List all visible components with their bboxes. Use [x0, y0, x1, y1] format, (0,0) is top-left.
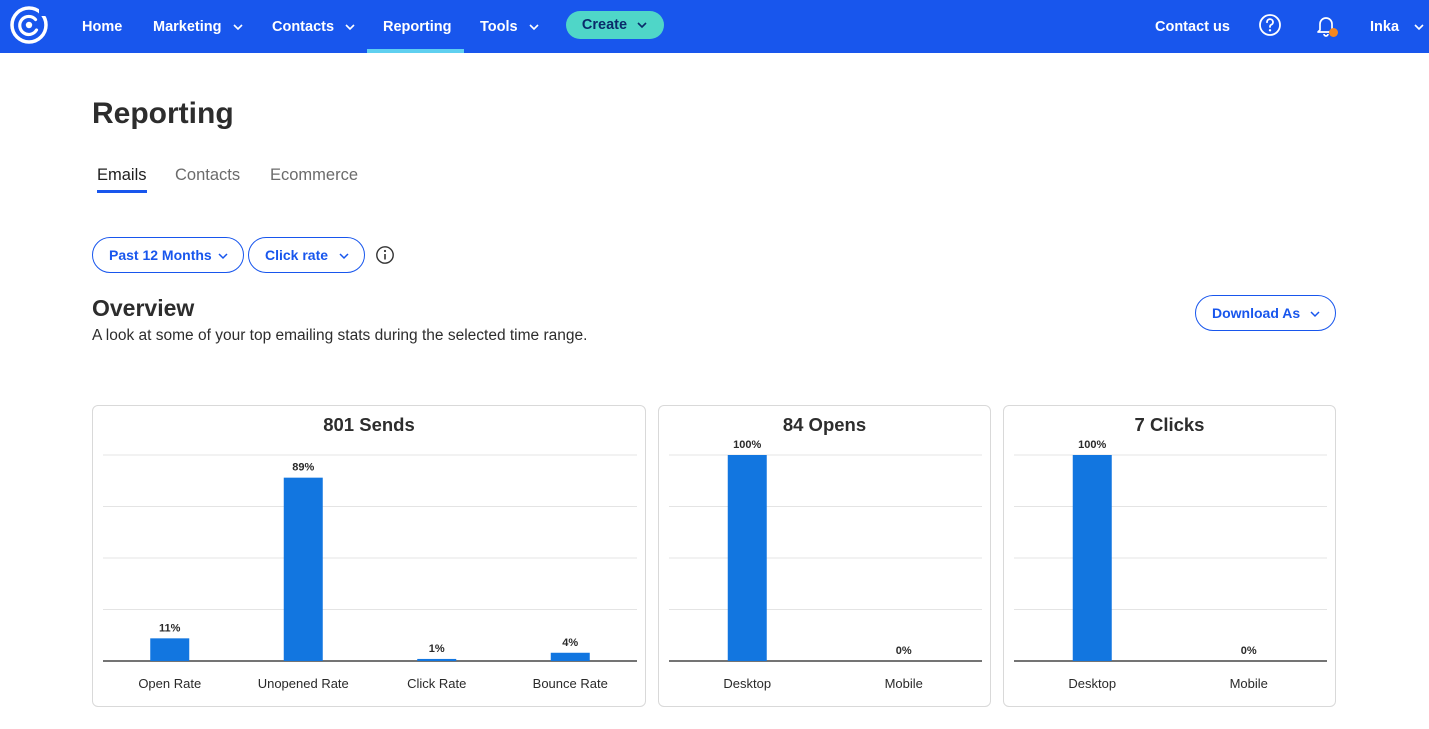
tab-emails[interactable]: Emails	[97, 166, 147, 184]
chevron-down-icon	[339, 253, 349, 260]
tab-ecommerce[interactable]: Ecommerce	[270, 166, 359, 184]
data-label: 4%	[562, 637, 578, 649]
contact-us-label: Contact us	[1155, 18, 1230, 35]
clicks-bar-chart: 100% Desktop 0% Mobile	[1014, 439, 1327, 691]
opens-chart-title: 84 Opens	[782, 414, 867, 435]
info-icon[interactable]	[375, 245, 395, 265]
bar	[1072, 455, 1112, 661]
user-name: Inka	[1370, 18, 1400, 35]
create-button[interactable]: Create	[566, 11, 664, 39]
notification-badge	[1329, 28, 1338, 37]
opens-bar-chart: 100% Desktop 0% Mobile	[669, 439, 982, 691]
chevron-down-icon	[1310, 311, 1320, 318]
data-label: 1%	[429, 643, 445, 655]
chevron-down-icon	[637, 22, 647, 29]
metric-dropdown[interactable]: Click rate	[248, 237, 365, 273]
download-as-label: Download As	[1212, 305, 1301, 321]
metric-value: Click rate	[265, 247, 329, 263]
chevron-down-icon	[218, 253, 228, 260]
create-button-label: Create	[581, 17, 628, 33]
nav-marketing[interactable]: Marketing	[153, 0, 244, 53]
date-range-value: Past 12 Months	[109, 247, 212, 263]
category-label: Mobile	[1230, 676, 1268, 691]
category-label: Desktop	[723, 676, 771, 691]
nav-home-label: Home	[82, 18, 123, 35]
top-nav: Home Marketing Contacts Reporting Tools …	[0, 0, 1429, 53]
category-label: Bounce Rate	[533, 676, 608, 691]
overview-title: Overview	[92, 295, 195, 321]
active-tab-indicator	[97, 190, 147, 193]
contact-us-link[interactable]: Contact us	[1155, 0, 1230, 53]
nav-reporting[interactable]: Reporting	[383, 0, 451, 53]
chevron-down-icon	[529, 23, 539, 30]
sends-bar-chart: 11% Open Rate 89% Unopened Rate 1% Click Rate…	[103, 454, 637, 691]
category-label: Open Rate	[138, 676, 201, 691]
date-range-dropdown[interactable]: Past 12 Months	[92, 237, 244, 273]
nav-home[interactable]: Home	[82, 0, 122, 53]
category-label: Unopened Rate	[258, 676, 349, 691]
nav-tools[interactable]: Tools	[480, 0, 540, 53]
data-label: 100%	[1078, 439, 1106, 451]
tab-contacts[interactable]: Contacts	[175, 166, 241, 184]
sends-chart-card: 11% Open Rate 89% Unopened Rate 1% Click Rate…	[92, 405, 646, 707]
nav-contacts-label: Contacts	[272, 18, 335, 35]
data-label: 0%	[1241, 645, 1257, 657]
bar	[417, 658, 457, 661]
bar	[727, 455, 767, 661]
nav-tools-label: Tools	[480, 18, 518, 35]
opens-chart-card: 100% Desktop 0% Mobile	[658, 405, 991, 707]
bar	[150, 638, 190, 661]
help-icon[interactable]	[1258, 13, 1282, 37]
chevron-down-icon	[232, 23, 243, 30]
bar	[550, 652, 590, 661]
bar	[283, 477, 323, 661]
page-title: Reporting	[92, 97, 234, 130]
data-label: 89%	[292, 462, 314, 474]
overview-subtitle: A look at some of your top emailing stat…	[92, 327, 588, 344]
nav-marketing-label: Marketing	[153, 18, 222, 35]
user-menu[interactable]: Inka	[1370, 0, 1425, 53]
clicks-chart-card: 100% Desktop 0% Mobile	[1003, 405, 1336, 707]
chevron-down-icon	[345, 23, 355, 30]
sends-chart-title: 801 Sends	[323, 414, 415, 435]
data-label: 100%	[733, 439, 761, 451]
category-label: Click Rate	[407, 676, 466, 691]
constant-contact-logo-icon[interactable]	[9, 5, 49, 45]
nav-active-indicator	[367, 49, 464, 53]
download-as-dropdown[interactable]: Download As	[1195, 295, 1336, 331]
data-label: 11%	[159, 622, 181, 634]
nav-reporting-label: Reporting	[383, 18, 452, 35]
clicks-chart-title: 7 Clicks	[1134, 414, 1205, 435]
data-label: 0%	[896, 645, 912, 657]
nav-contacts[interactable]: Contacts	[272, 0, 356, 53]
category-label: Mobile	[885, 676, 923, 691]
category-label: Desktop	[1068, 676, 1116, 691]
chevron-down-icon	[1414, 23, 1424, 30]
